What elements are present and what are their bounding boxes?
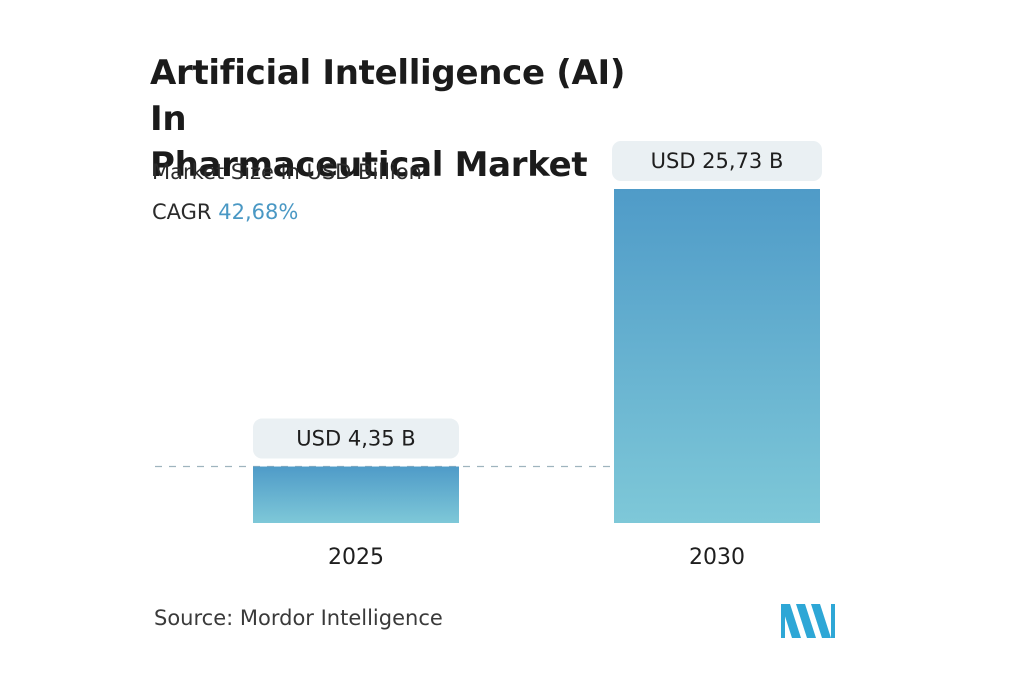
- chart-title-line-2: Pharmaceutical Market: [150, 145, 588, 185]
- cagr-label: CAGR: [152, 200, 212, 224]
- mordor-intelligence-logo-icon: [781, 604, 835, 638]
- source-line: Source: Mordor Intelligence: [154, 606, 443, 630]
- data-label-2030: USD 25,73 B: [651, 149, 784, 173]
- cagr-value: 42,68%: [218, 200, 299, 224]
- source-name: Mordor Intelligence: [239, 606, 443, 630]
- chart-subtitle: Market Size in USD Billion: [152, 160, 422, 184]
- bar-2030: [614, 189, 820, 523]
- chart-title: Artificial Intelligence (AI) In Pharmace…: [150, 50, 670, 188]
- x-tick-label-2025: 2025: [328, 545, 384, 570]
- data-label-bg-2030: [612, 141, 822, 181]
- source-label: Source:: [154, 606, 234, 630]
- cagr-line: CAGR 42,68%: [152, 200, 298, 224]
- x-tick-label-2030: 2030: [689, 545, 745, 570]
- chart-title-line-1: Artificial Intelligence (AI) In: [150, 53, 626, 139]
- data-label-bg-2025: [253, 418, 459, 459]
- data-label-2025: USD 4,35 B: [296, 427, 415, 451]
- bar-2025: [253, 466, 459, 523]
